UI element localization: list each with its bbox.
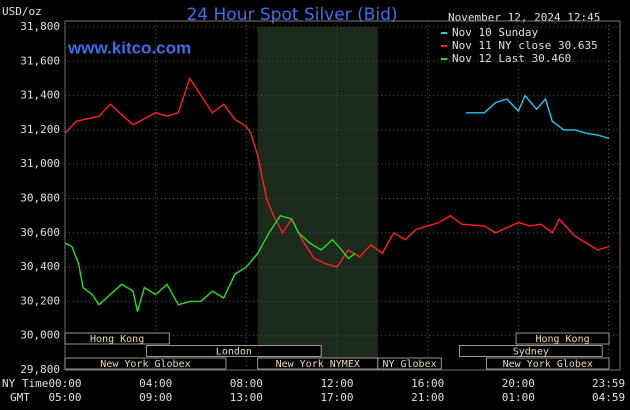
gmt-tick-label: 21:00	[411, 391, 444, 404]
gmt-tick-label: 04:59	[592, 391, 625, 404]
y-tick-label: 30,000	[20, 329, 60, 342]
session-bar	[146, 345, 322, 357]
series-line	[466, 94, 610, 140]
legend-label: Nov 11 NY close 30.635	[452, 39, 598, 52]
x-tick-label: 16:00	[411, 377, 444, 390]
timestamp: November 12, 2024 12:45	[448, 11, 600, 24]
session-label: NY Globex	[382, 359, 436, 370]
y-tick-label: 30,400	[20, 260, 60, 273]
y-axis-label: USD/oz	[2, 5, 42, 18]
gmt-tick-label: 05:00	[48, 391, 81, 404]
y-tick-label: 30,600	[20, 226, 60, 239]
session-bar	[515, 332, 610, 345]
watermark: www.kitco.com	[67, 38, 191, 57]
session-label: New York Globex	[100, 359, 190, 370]
x-row-label: GMT	[10, 391, 30, 404]
session-bar	[458, 345, 603, 357]
legend-label: Nov 12 Last 30.460	[452, 52, 571, 65]
y-tick-label: 30,200	[20, 294, 60, 307]
series-line	[64, 76, 610, 268]
y-tick-label: 31,600	[20, 54, 60, 67]
x-tick-label: 08:00	[230, 377, 263, 390]
gmt-tick-label: 09:00	[139, 391, 172, 404]
session-bar	[64, 332, 170, 345]
session-label: New York NYMEX	[276, 359, 360, 370]
y-tick-label: 31,400	[20, 89, 60, 102]
session-bar	[486, 357, 610, 370]
y-tick-label: 31,800	[20, 20, 60, 33]
plot-frame	[64, 20, 621, 371]
x-tick-label: 12:00	[320, 377, 353, 390]
y-tick-label: 31,200	[20, 123, 60, 136]
session-bar	[64, 357, 227, 370]
series-line	[64, 214, 356, 312]
y-tick-label: 29,800	[20, 363, 60, 376]
session-label: Hong Kong	[90, 334, 144, 345]
session-label: Sydney	[513, 347, 549, 358]
session-label: New York Globex	[503, 359, 593, 370]
gmt-tick-label: 01:00	[502, 391, 535, 404]
gmt-tick-label: 17:00	[320, 391, 353, 404]
y-tick-label: 30,800	[20, 192, 60, 205]
x-row-label: NY Time	[2, 377, 48, 390]
x-tick-label: 23:59	[592, 377, 625, 390]
y-tick-label: 31,000	[20, 157, 60, 170]
session-label: London	[216, 347, 252, 358]
x-tick-label: 00:00	[48, 377, 81, 390]
chart-title: 24 Hour Spot Silver (Bid)	[186, 5, 397, 25]
x-tick-label: 20:00	[502, 377, 535, 390]
legend-label: Nov 10 Sunday	[452, 26, 538, 39]
session-bar	[377, 357, 442, 370]
session-label: Hong Kong	[535, 334, 589, 345]
x-tick-label: 04:00	[139, 377, 172, 390]
gmt-tick-label: 13:00	[230, 391, 263, 404]
